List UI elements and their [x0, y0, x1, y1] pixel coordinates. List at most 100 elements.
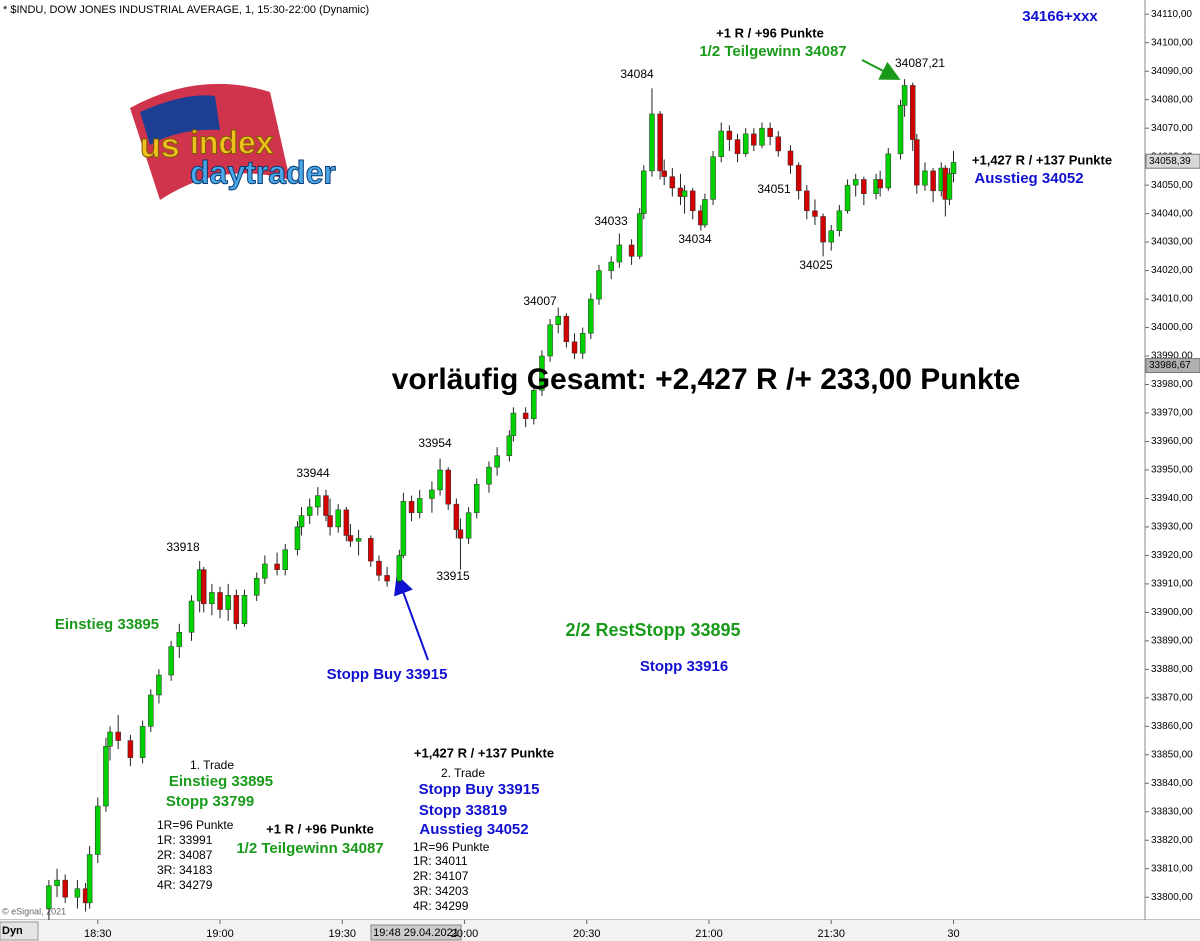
crosshair-box [370, 924, 462, 941]
annotation: 3R: 34183 [157, 863, 213, 877]
candle-body [74, 888, 81, 898]
candle-body [877, 179, 883, 189]
corner-box[interactable] [0, 921, 39, 941]
y-tick-label: 34020,00 [1151, 265, 1193, 276]
annotation: Ausstieg 34052 [419, 821, 528, 838]
candle-body [262, 563, 268, 579]
annotation: 34025 [799, 258, 833, 272]
annotation: Stopp Buy 33915 [327, 666, 448, 683]
y-tick-label: 34070,00 [1151, 123, 1193, 134]
candle-body [828, 230, 834, 243]
candle-body [946, 173, 953, 200]
x-tick-label: 20:30 [573, 928, 601, 940]
annotation: 3R: 34203 [413, 884, 469, 898]
annotation: 34051 [757, 182, 791, 196]
candle-body [930, 170, 936, 192]
annotation: 33944 [296, 466, 330, 480]
candle-body [588, 298, 594, 334]
candle-body [225, 595, 231, 610]
candle-body [62, 879, 68, 898]
candle-body [522, 412, 529, 419]
candle-body [315, 495, 321, 508]
candle-body [836, 210, 843, 231]
y-tick-label: 33890,00 [1151, 636, 1193, 647]
annotation: 1. Trade [190, 758, 234, 772]
annotation: +1 R / +96 Punkte [716, 25, 824, 40]
y-tick-label: 33990,00 [1151, 351, 1193, 362]
candle-body [702, 199, 708, 226]
logo-text: index [190, 124, 274, 160]
candle-body [200, 569, 207, 605]
candle-body [176, 632, 183, 647]
x-tick-label: 20:00 [451, 928, 479, 940]
y-tick-label: 33970,00 [1151, 408, 1193, 419]
candle-body [355, 538, 362, 542]
annotation: 33918 [166, 540, 200, 554]
y-tick-label: 34010,00 [1151, 294, 1193, 305]
x-axis-band [0, 920, 1200, 941]
arrow [861, 59, 901, 80]
annotation: 34084 [620, 67, 654, 81]
corner-label[interactable]: Dyn [2, 925, 23, 937]
candle-body [400, 501, 407, 556]
annotation: 1/2 Teilgewinn 34087 [236, 840, 383, 857]
annotation: Stopp Buy 33915 [419, 781, 540, 798]
candle-body [298, 515, 305, 528]
annotation: 33915 [436, 569, 470, 583]
logo-flag-canton [140, 95, 220, 145]
candle-body [103, 746, 109, 807]
candle-body [787, 150, 794, 166]
candle-body [726, 130, 733, 140]
candle-body [718, 130, 724, 157]
annotation: 1R: 34011 [413, 854, 468, 868]
y-tick-label: 33980,00 [1151, 379, 1193, 390]
candle-body [506, 435, 513, 456]
candle-body [368, 538, 374, 562]
logo-text: daytrader [190, 154, 336, 190]
annotation: 34087,21 [895, 56, 945, 70]
annotation: +1,427 R / +137 Punkte [972, 152, 1112, 167]
y-tick-label: 33800,00 [1151, 892, 1193, 903]
y-tick-label: 34100,00 [1151, 37, 1193, 48]
annotation: Einstieg 33895 [55, 616, 159, 633]
annotation: +1,427 R / +137 Punkte [414, 745, 554, 760]
candle-body [327, 515, 333, 528]
candle-body [209, 592, 215, 605]
candle-body [486, 466, 492, 485]
candle-body [555, 315, 561, 325]
candle-body [547, 324, 553, 357]
annotation: vorläufig Gesamt: +2,427 R /+ 233,00 Pun… [392, 363, 1021, 396]
annotation: Stopp 33799 [166, 793, 254, 810]
annotation: 2R: 34107 [413, 869, 469, 883]
candle-body [453, 503, 460, 531]
annotation: 34033 [594, 214, 628, 228]
candle-body [641, 170, 647, 214]
chart-title: * $INDU, DOW JONES INDUSTRIAL AVERAGE, 1… [3, 4, 369, 16]
y-tick-label: 34030,00 [1151, 237, 1193, 248]
price-marker [1145, 358, 1200, 374]
candle-body [429, 489, 435, 499]
candle-body [628, 244, 635, 257]
annotation: 4R: 34299 [413, 899, 469, 913]
axes: 34110,00 34100,00 34090,00 34080,00 34070,00… [84, 9, 1200, 940]
candle-body [168, 646, 174, 676]
x-tick-label: 21:00 [695, 928, 723, 940]
annotation: Stopp 33916 [640, 658, 728, 675]
crosshair-label: 19:48 29.04.2021 [373, 927, 459, 939]
logo-text: us [140, 127, 180, 165]
annotations: +1 R / +96 Punkte 1/2 Teilgewinn 34087 341… [55, 8, 1112, 913]
y-tick-label: 33810,00 [1151, 863, 1193, 874]
y-tick-label: 33920,00 [1151, 550, 1193, 561]
annotation: 2. Trade [441, 766, 485, 780]
candle-body [681, 190, 688, 197]
candle-body [473, 483, 480, 513]
candle-body [661, 170, 667, 177]
candle-body [751, 133, 757, 146]
x-tick-label: 30 [947, 928, 959, 940]
y-tick-label: 33850,00 [1151, 749, 1193, 760]
y-tick-label: 33950,00 [1151, 465, 1193, 476]
candle-body [347, 535, 354, 542]
candle-body [669, 176, 676, 189]
y-tick-label: 33900,00 [1151, 607, 1193, 618]
candle-body [539, 355, 545, 391]
